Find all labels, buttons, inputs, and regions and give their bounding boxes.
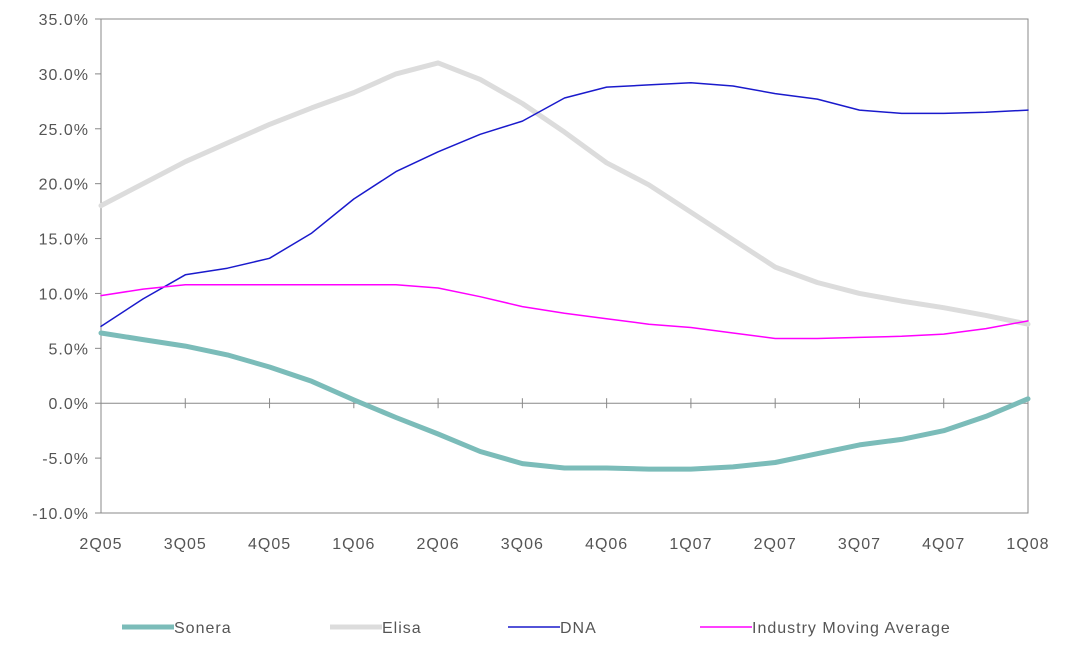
x-tick-label: 1Q07 [669,536,712,553]
y-axis: -10.0% -5.0% 0.0% 5.0% 10.0% 15.0% 20.0% 25.0% 3… [32,12,101,523]
y-tick-label: 5.0% [49,341,89,358]
x-tick-label: 3Q07 [838,536,881,553]
y-tick-label: 15.0% [39,232,89,249]
series-line-dna [100,81,1029,328]
x-tick-label: 2Q05 [79,536,122,553]
x-tick-label: 4Q05 [248,536,291,553]
x-tick-label: 2Q07 [754,536,797,553]
y-tick-label: 35.0% [39,12,89,29]
legend-label: Sonera [174,620,232,637]
series-line-sonera [98,330,1031,472]
x-tick-label: 1Q06 [332,536,375,553]
legend-label: Industry Moving Average [752,620,951,637]
y-tick-label: 10.0% [39,286,89,303]
x-tick-label: 4Q07 [922,536,965,553]
plot-area [100,18,1029,514]
x-tick-label: 3Q06 [501,536,544,553]
series-line-industry-moving-average [100,283,1029,340]
x-tick-label: 1Q08 [1006,536,1049,553]
y-tick-label: 30.0% [39,67,89,84]
series-layer [98,60,1031,472]
plot-frame [100,18,1029,514]
x-tick-label: 3Q05 [164,536,207,553]
y-tick-label: 25.0% [39,122,89,139]
legend-label: DNA [560,620,597,637]
y-tick-label: -10.0% [32,506,89,523]
legend: Sonera Elisa DNA Industry Moving Average [122,620,951,637]
x-tick-label: 2Q06 [417,536,460,553]
legend-label: Elisa [382,620,422,637]
x-tick-label: 4Q06 [585,536,628,553]
series-line-elisa [98,60,1031,327]
y-tick-label: -5.0% [42,451,89,468]
y-tick-label: 0.0% [49,396,89,413]
x-axis: 2Q05 3Q05 4Q05 1Q06 2Q06 3Q06 4Q06 1Q07 2Q07 3Q07… [79,398,1049,553]
y-tick-label: 20.0% [39,177,89,194]
